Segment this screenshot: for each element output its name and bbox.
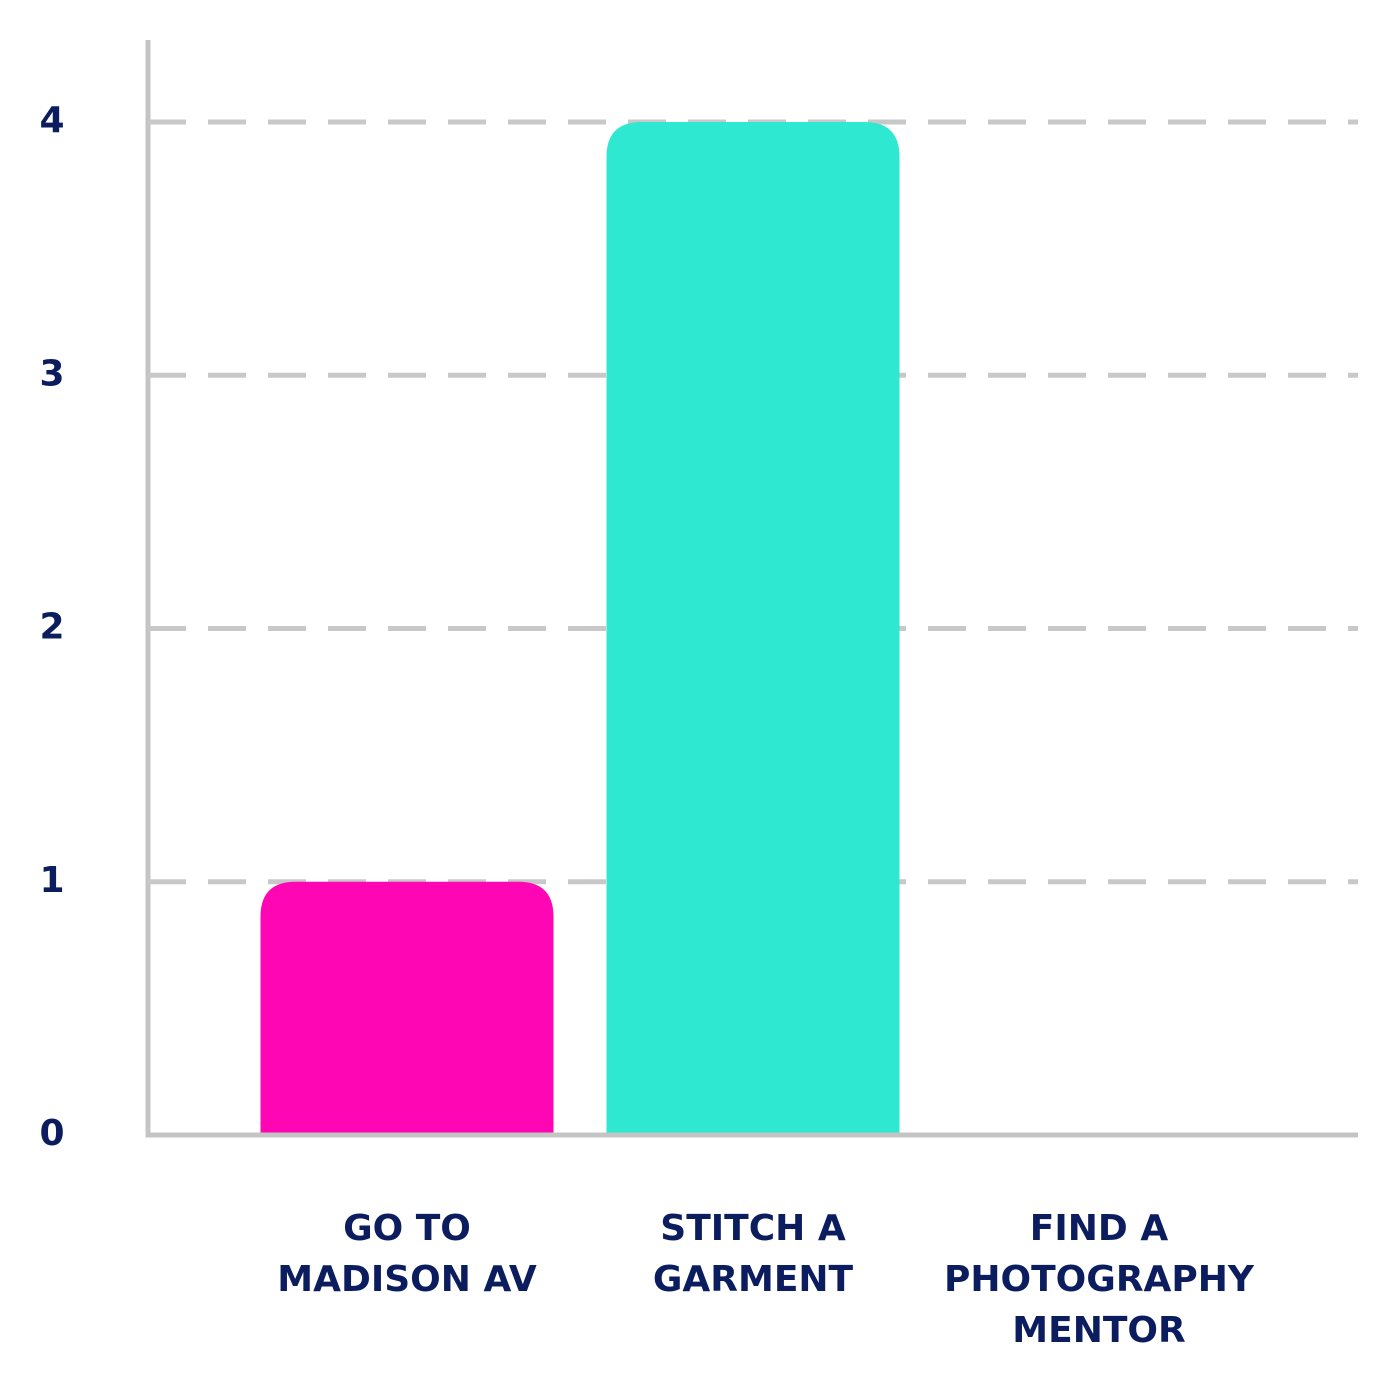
x-tick-label: GO TO MADISON AV [277, 1208, 537, 1300]
bar [260, 881, 554, 1135]
bar [606, 122, 900, 1135]
y-tick-label: 0 [39, 1113, 64, 1154]
y-tick-label: 2 [39, 607, 64, 648]
y-tick-label: 4 [39, 100, 64, 141]
y-tick-label: 1 [39, 860, 64, 901]
y-tick-label: 3 [39, 353, 64, 394]
x-tick-label: STITCH A GARMENT [653, 1208, 854, 1300]
x-tick-label: FIND A PHOTOGRAPHY MENTOR [944, 1208, 1255, 1351]
